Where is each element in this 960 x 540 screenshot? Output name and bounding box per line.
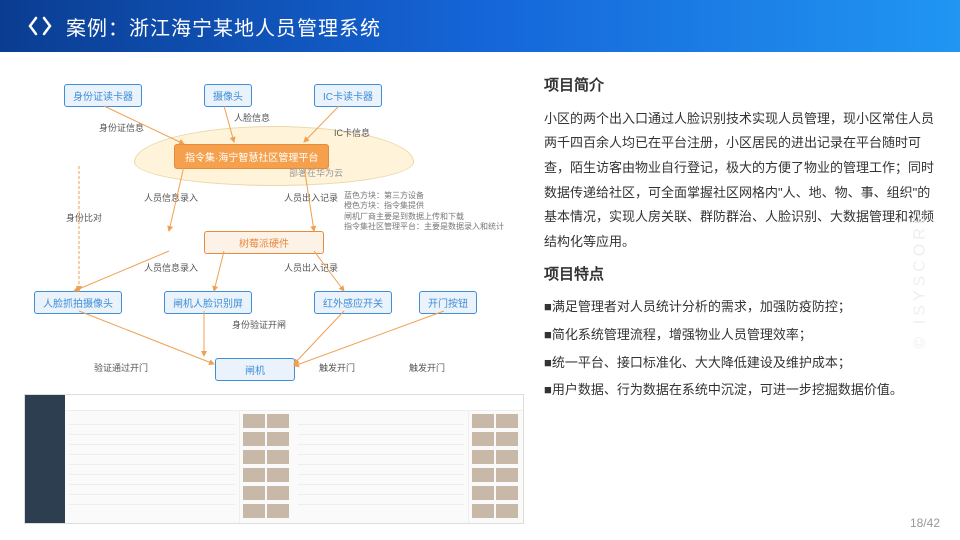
node-camera: 摄像头 (204, 84, 252, 107)
lbl: 触发开门 (319, 361, 355, 374)
logo-icon (28, 14, 52, 38)
node-gate: 闸机 (215, 358, 295, 381)
intro-text: 小区的两个出入口通过人脸识别技术实现人员管理，现小区常住人员两千四百余人均已在平… (544, 107, 936, 255)
feature-item: ■统一平台、接口标准化、大大降低建设及维护成本； (544, 351, 936, 376)
section-heading: 项目简介 (544, 72, 936, 101)
cloud-note: 部署在华为云 (289, 166, 343, 179)
node-rpi: 树莓派硬件 (204, 231, 324, 254)
lbl: 人脸信息 (234, 111, 270, 124)
watermark: © ISYSCORE (912, 210, 930, 349)
lbl: IC卡信息 (334, 126, 370, 139)
legend: 蓝色方块：第三方设备 橙色方块：指令集提供 闸机厂商主要是到数据上传和下载 指令… (344, 191, 504, 233)
feature-item: ■简化系统管理流程，增强物业人员管理效率； (544, 323, 936, 348)
feature-item: ■用户数据、行为数据在系统中沉淀，可进一步挖掘数据价值。 (544, 378, 936, 403)
node-idcard: 身份证读卡器 (64, 84, 142, 107)
page-number: 18/42 (910, 516, 940, 530)
node-face-cam: 人脸抓拍摄像头 (34, 291, 122, 314)
node-ir: 红外感应开关 (314, 291, 392, 314)
lbl: 验证通过开门 (94, 361, 148, 374)
page-title: 案例：浙江海宁某地人员管理系统 (66, 12, 381, 41)
lbl: 人员信息录入 (144, 261, 198, 274)
architecture-diagram: 身份证读卡器 摄像头 IC卡读卡器 指令集·海宁智慧社区管理平台 部署在华为云 … (24, 66, 524, 386)
node-face-screen: 闸机人脸识别屏 (164, 291, 252, 314)
feature-item: ■满足管理者对人员统计分析的需求，加强防疫防控； (544, 295, 936, 320)
lbl: 人员出入记录 (284, 191, 338, 204)
lbl: 人员出入记录 (284, 261, 338, 274)
node-button: 开门按钮 (419, 291, 477, 314)
lbl: 触发开门 (409, 361, 445, 374)
section-heading: 项目特点 (544, 261, 936, 290)
lbl: 身份证信息 (99, 121, 144, 134)
ui-screenshot (24, 394, 524, 524)
node-iccard: IC卡读卡器 (314, 84, 382, 107)
header: 案例：浙江海宁某地人员管理系统 (0, 0, 960, 52)
lbl: 人员信息录入 (144, 191, 198, 204)
lbl: 身份比对 (66, 211, 102, 224)
lbl: 身份验证开闸 (232, 318, 286, 331)
description-panel: 项目简介 小区的两个出入口通过人脸识别技术实现人员管理，现小区常住人员两千四百余… (544, 66, 936, 524)
